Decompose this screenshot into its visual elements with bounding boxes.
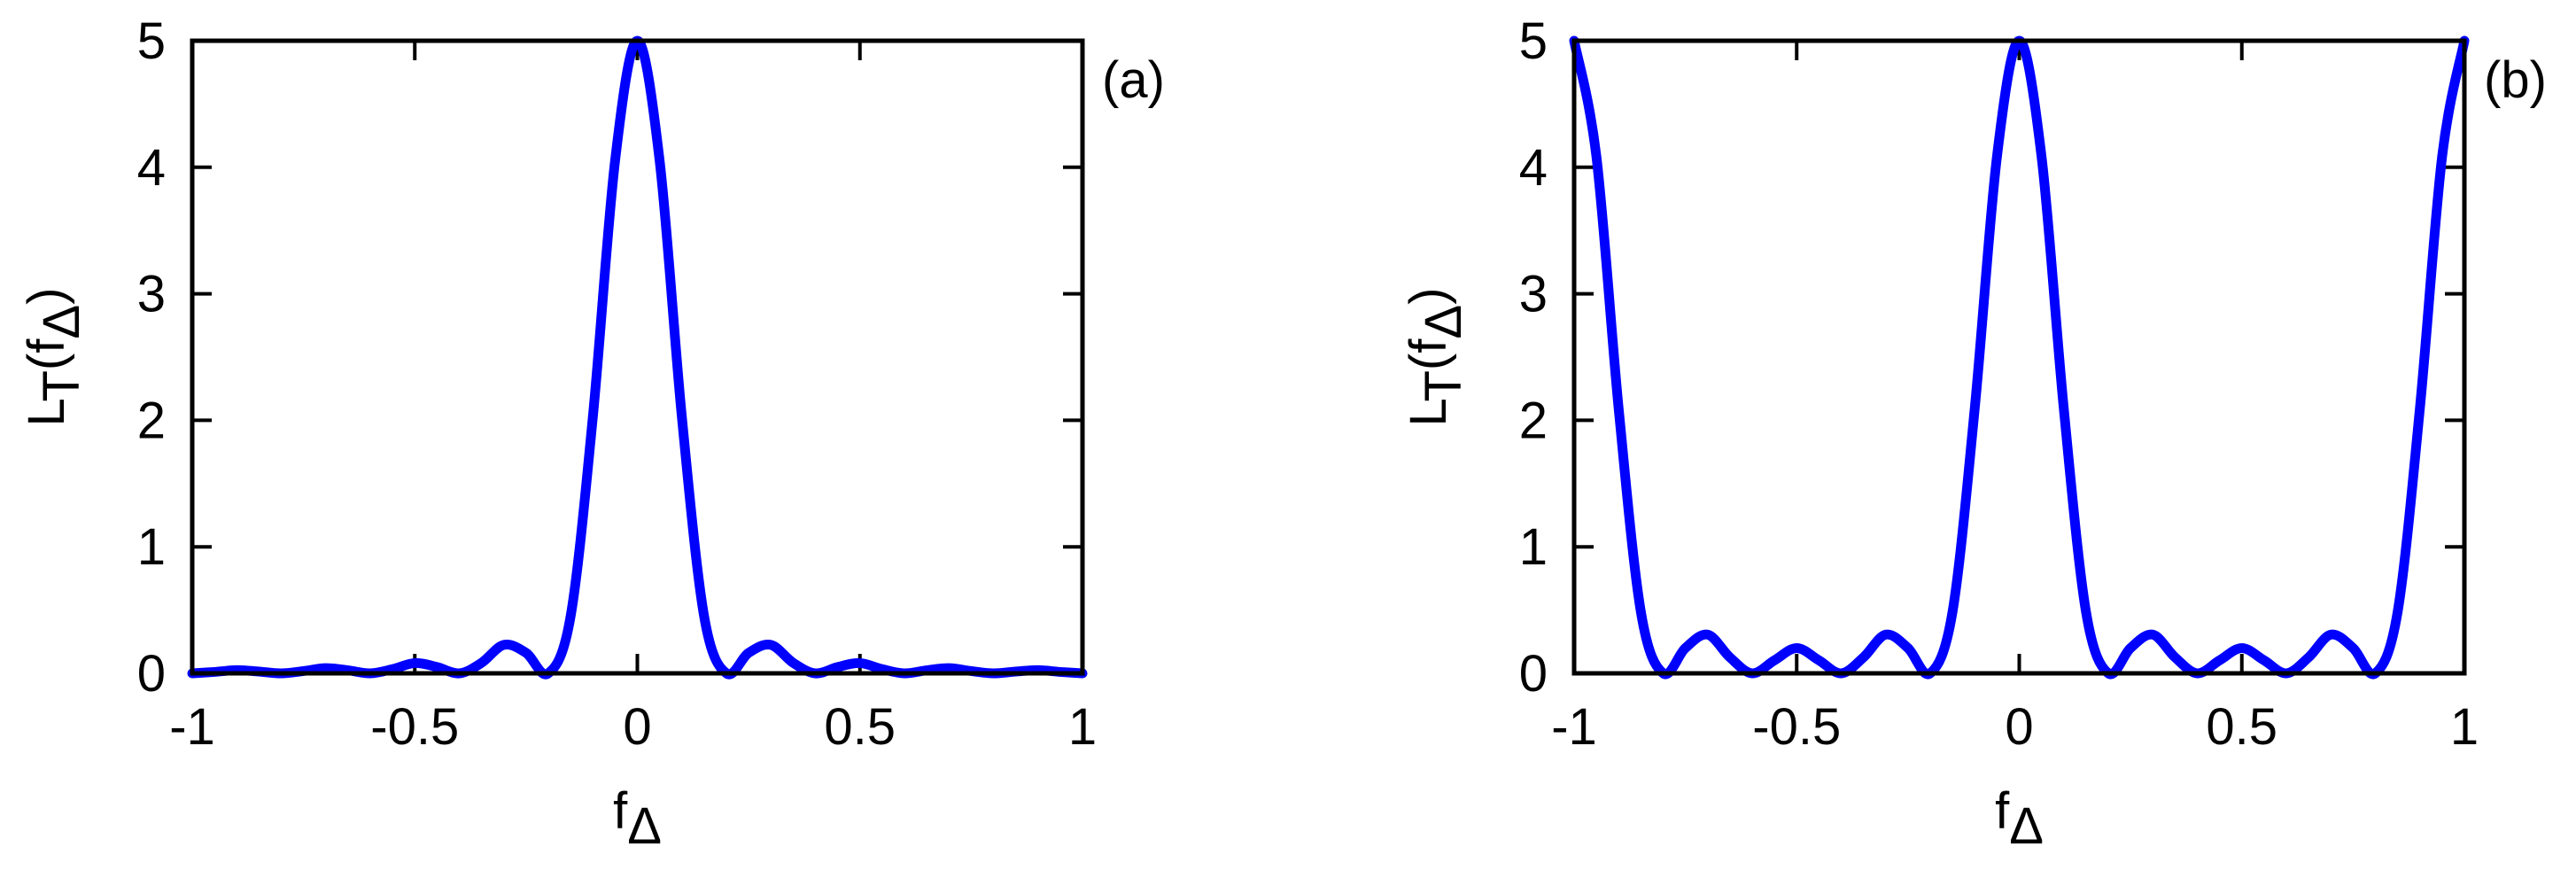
y-tick-label: 2 — [1519, 392, 1548, 449]
panel-label: (a) — [1102, 51, 1165, 109]
subscript: T — [33, 370, 90, 401]
label-part: (f — [18, 338, 75, 370]
data-line — [1569, 35, 2470, 680]
subscript: Δ — [627, 797, 662, 855]
panel-label: (b) — [2484, 51, 2547, 109]
x-tick-label: 0.5 — [824, 698, 896, 756]
subscript: T — [1415, 370, 1472, 401]
label-part: L — [18, 399, 75, 426]
y-tick-label: 0 — [137, 645, 166, 703]
subscript: Δ — [1415, 305, 1472, 339]
x-tick-label: -0.5 — [1752, 698, 1841, 756]
x-tick-label: 0 — [2005, 698, 2033, 756]
y-tick-label: 5 — [1519, 12, 1548, 70]
y-tick-label: 3 — [137, 266, 166, 323]
x-tick-label: -1 — [169, 698, 215, 756]
y-tick-label: 3 — [1519, 266, 1548, 323]
label-part: (f — [1400, 338, 1457, 370]
y-tick-label: 4 — [1519, 139, 1548, 197]
y-tick-label: 2 — [137, 392, 166, 449]
y-tick-label: 1 — [1519, 518, 1548, 576]
x-axis-label: fΔ — [613, 782, 662, 855]
y-tick-label: 5 — [137, 12, 166, 70]
label-part: ) — [18, 288, 75, 305]
x-axis-label: fΔ — [1995, 782, 2044, 855]
x-tick-label: -1 — [1551, 698, 1597, 756]
x-tick-label: 1 — [2450, 698, 2479, 756]
plot-border — [1571, 38, 2467, 676]
x-tick-label: -0.5 — [370, 698, 459, 756]
subscript: Δ — [33, 305, 90, 339]
x-tick-label: 0 — [623, 698, 651, 756]
x-tick-label: 1 — [1068, 698, 1097, 756]
y-tick-label: 4 — [137, 139, 166, 197]
subscript: Δ — [2009, 797, 2044, 855]
label-part: ) — [1400, 288, 1457, 305]
label-part: L — [1400, 399, 1457, 426]
y-tick-label: 0 — [1519, 645, 1548, 703]
plot-border — [190, 38, 1085, 676]
label-part: f — [1995, 782, 2010, 840]
label-part: f — [613, 782, 628, 840]
y-axis-label: LT(fΔ) — [18, 288, 90, 427]
y-axis-label: LT(fΔ) — [1400, 288, 1472, 427]
x-tick-label: 0.5 — [2206, 698, 2277, 756]
y-tick-label: 1 — [137, 518, 166, 576]
data-line — [187, 35, 1088, 680]
